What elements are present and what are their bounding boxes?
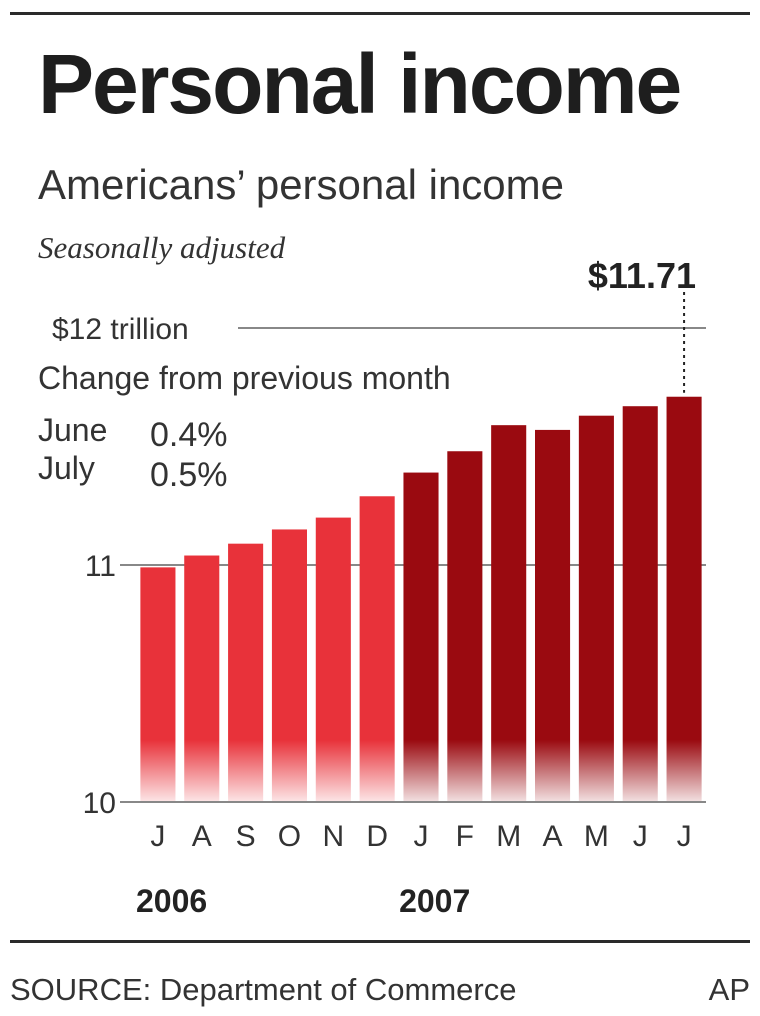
- y-tick-label-12: $12 trillion: [52, 313, 189, 346]
- bar-fade-0: [140, 740, 176, 802]
- bar-7: [447, 451, 483, 740]
- adjustment-note: Seasonally adjusted: [38, 230, 286, 265]
- change-value-june: 0.4%: [150, 416, 228, 454]
- value-callout: $11.71: [588, 255, 696, 393]
- x-tick-label-5: D: [366, 820, 388, 853]
- bar-2: [228, 543, 264, 740]
- bar-fade-4: [315, 740, 351, 802]
- y-tick-label-11: 11: [85, 550, 116, 583]
- bar-fade-8: [491, 740, 527, 802]
- x-tick-label-7: F: [456, 820, 474, 853]
- source-text: SOURCE: Department of Commerce: [10, 972, 517, 1007]
- bar-12: [666, 396, 702, 740]
- x-tick-label-6: J: [414, 820, 429, 853]
- bar-fade-1: [184, 740, 220, 802]
- y-tick-label-10: 10: [83, 787, 116, 820]
- bar-8: [491, 425, 527, 740]
- bar-fade-5: [359, 740, 395, 802]
- bars: [120, 396, 706, 803]
- chart-title: Personal income: [38, 37, 682, 131]
- callout-label: $11.71: [588, 255, 696, 296]
- bar-5: [359, 496, 395, 740]
- bar-fade-12: [666, 740, 702, 802]
- top-rule: [10, 12, 750, 15]
- change-month-june: June: [38, 412, 108, 448]
- x-tick-label-12: J: [677, 820, 692, 853]
- bar-6: [403, 472, 439, 740]
- change-title: Change from previous month: [38, 360, 451, 396]
- year-label-2006: 2006: [136, 883, 207, 919]
- bar-4: [315, 517, 351, 740]
- bar-fade-3: [271, 740, 307, 802]
- bar-1: [184, 555, 220, 740]
- x-tick-label-0: J: [150, 820, 165, 853]
- bar-9: [535, 429, 571, 740]
- bar-10: [578, 415, 614, 740]
- x-tick-label-11: J: [633, 820, 648, 853]
- credit-text: AP: [708, 972, 750, 1007]
- bar-0: [140, 567, 176, 740]
- chart-subtitle: Americans’ personal income: [38, 161, 565, 208]
- bar-3: [271, 529, 307, 740]
- bar-fade-10: [578, 740, 614, 802]
- bar-fade-2: [228, 740, 264, 802]
- x-tick-label-3: O: [278, 820, 301, 853]
- bar-fade-9: [535, 740, 571, 802]
- x-tick-label-8: M: [496, 820, 521, 853]
- year-label-2007: 2007: [399, 883, 470, 919]
- bar-fade-11: [622, 740, 658, 802]
- y-tick-labels: 10 11 $12 trillion: [52, 313, 189, 820]
- x-tick-label-4: N: [322, 820, 344, 853]
- bar-11: [622, 406, 658, 740]
- x-tick-label-10: M: [584, 820, 609, 853]
- change-month-july: July: [38, 450, 95, 486]
- bottom-rule: [10, 940, 750, 943]
- bar-fade-7: [447, 740, 483, 802]
- year-labels: 2006 2007: [136, 883, 470, 919]
- change-value-july: 0.5%: [150, 456, 228, 494]
- x-tick-label-2: S: [236, 820, 256, 853]
- x-tick-label-1: A: [192, 820, 212, 853]
- x-tick-label-9: A: [543, 820, 563, 853]
- bar-fade-6: [403, 740, 439, 802]
